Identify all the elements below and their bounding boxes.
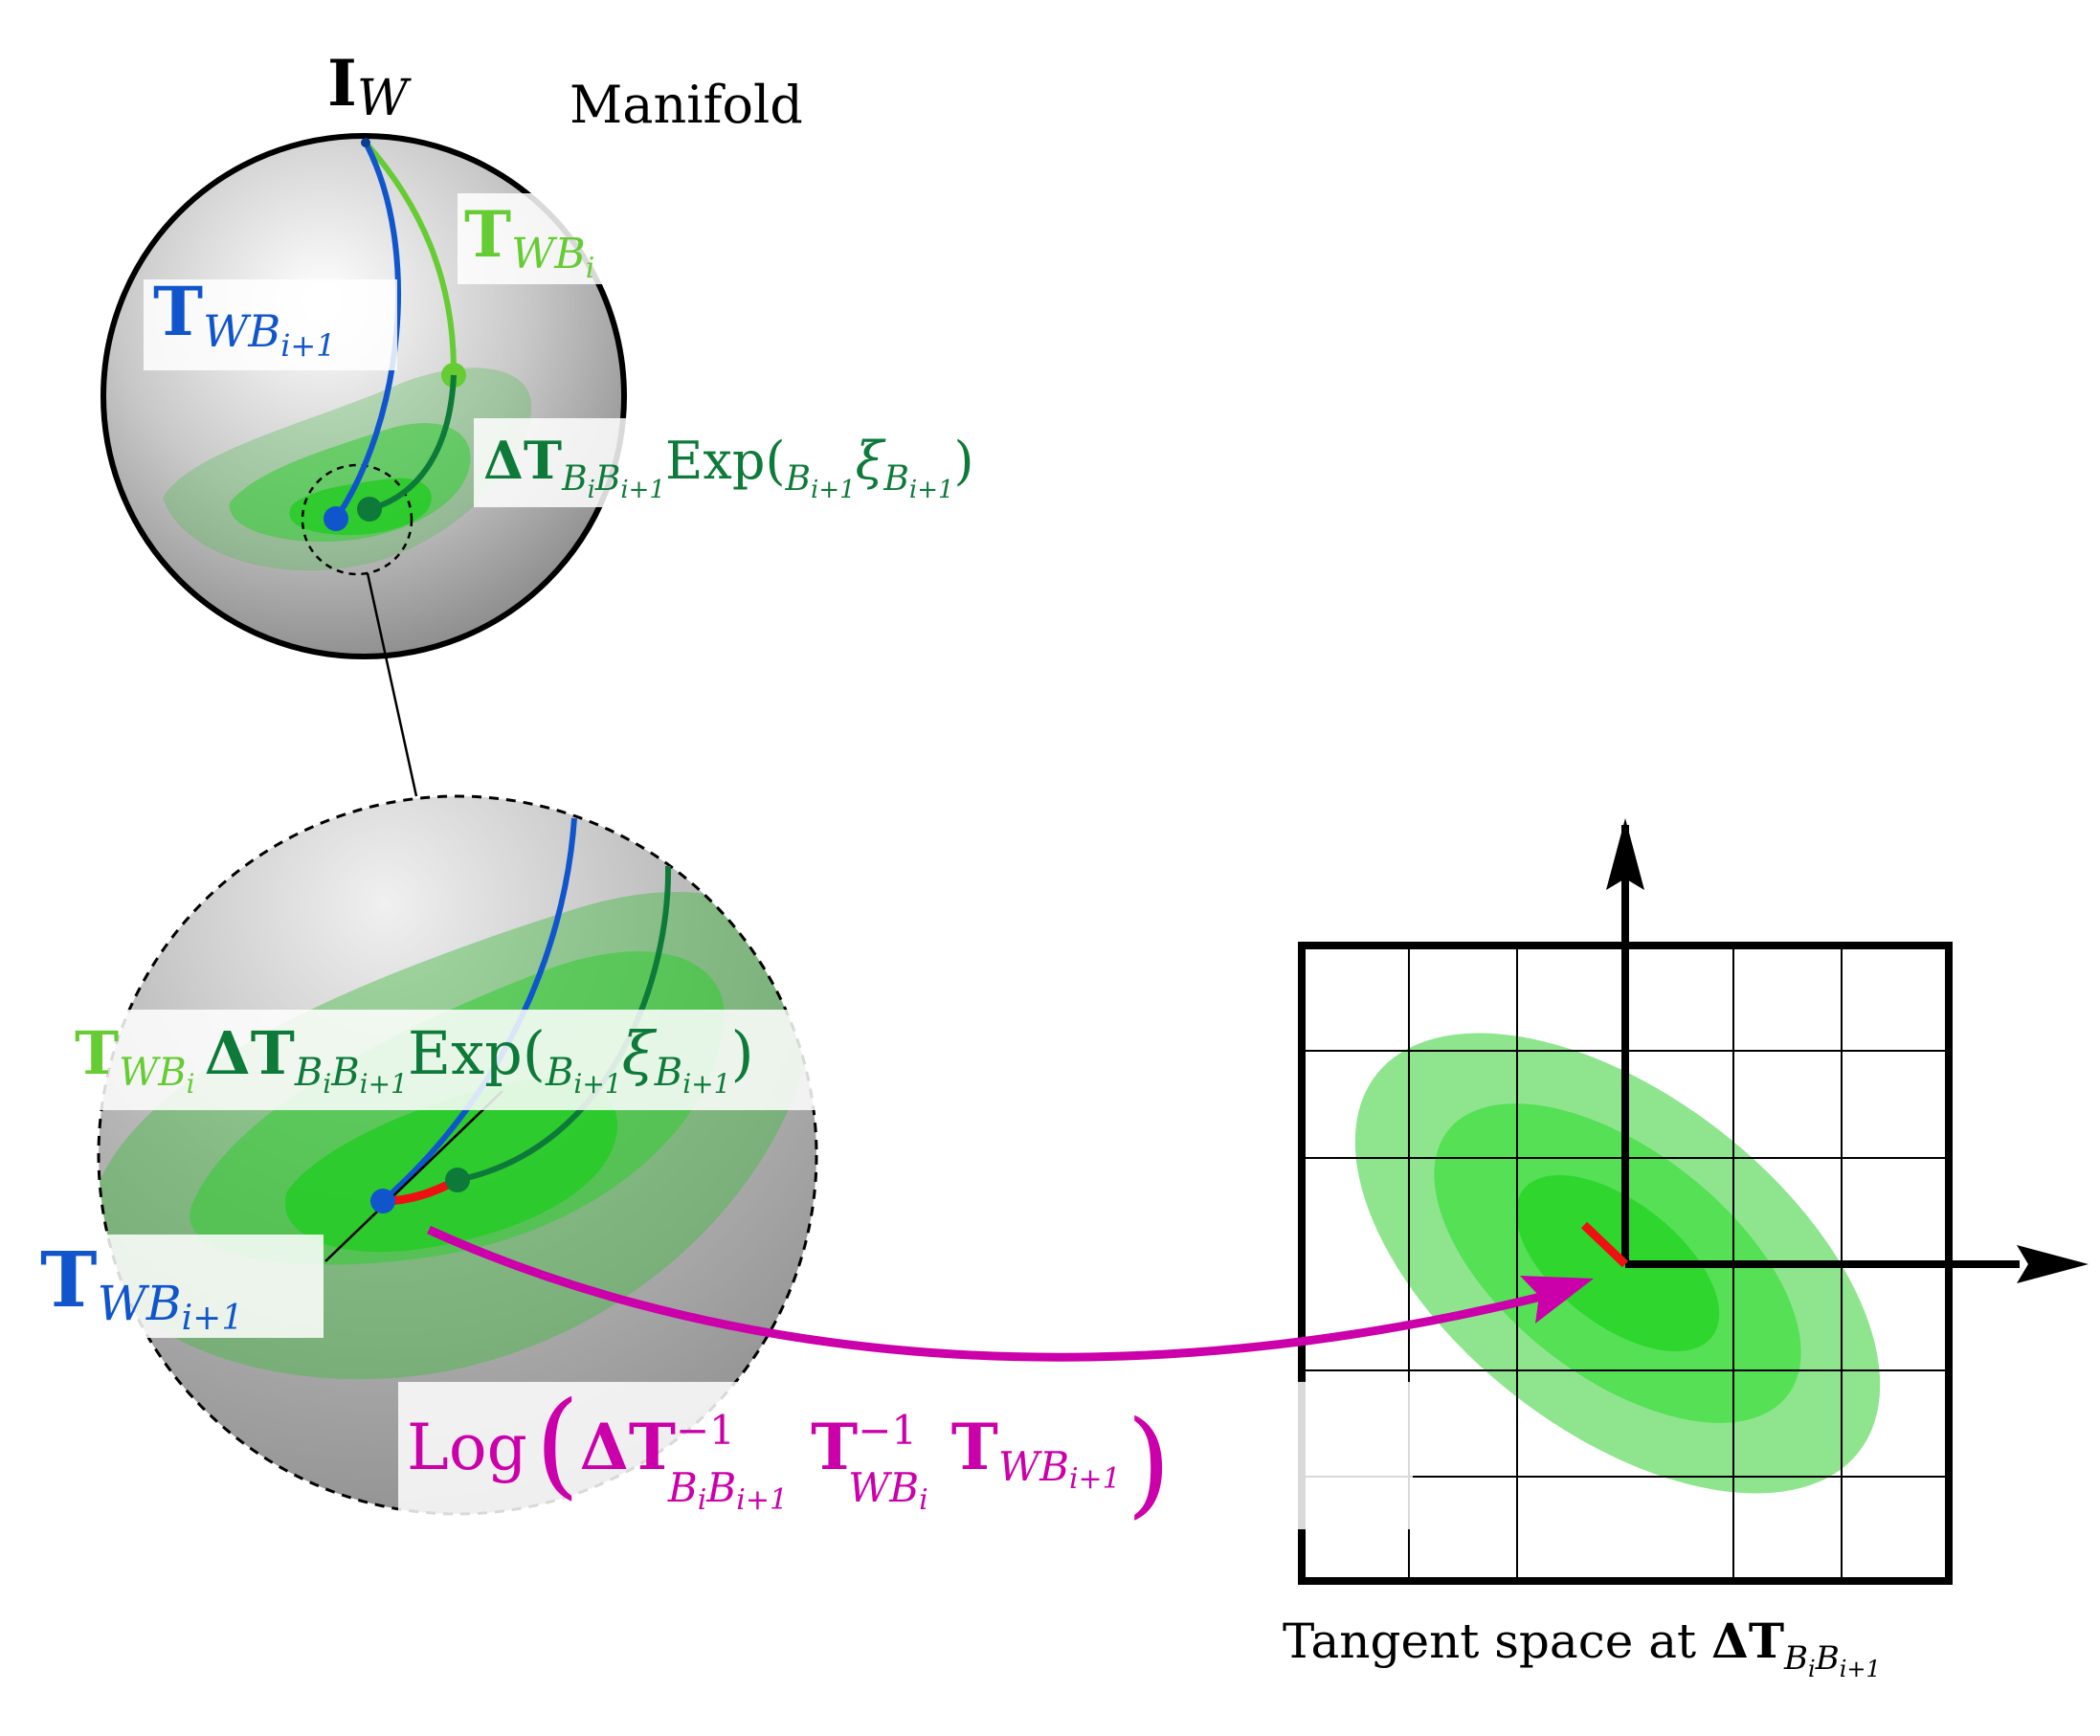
label-tangent-space: Tangent space at ΔTBiBi+1 [1283, 1613, 1881, 1682]
zoom-region-circle [301, 463, 413, 576]
label-composed: TWBi ΔTBiBi+1Exp(Bi+1ξBi+1) [75, 1018, 754, 1100]
manifold-label: Manifold [570, 75, 803, 135]
label-log: Log(ΔT−1 BiBi+1T−1 WBiTWBi+1) [407, 1378, 1172, 1530]
sphere-outline [101, 133, 627, 659]
log-map-arrowhead [1520, 1276, 1594, 1324]
t-wbi-curve [363, 141, 458, 376]
y-axis-arrowhead [1606, 818, 1644, 890]
label-t-wbi1-zoom: TWBi+1 [40, 1235, 243, 1338]
label-bg-composed [69, 1010, 1045, 1110]
identity-point [361, 138, 370, 147]
delta-exp-point [357, 497, 382, 522]
label-bg-t-wbi1-zoom [38, 1235, 324, 1338]
label-t-wbi: TWBi [464, 197, 594, 285]
label-bg-delta-exp [474, 418, 1163, 507]
label-bg-t-wbi [458, 193, 659, 284]
delta-exp-point-zoom [445, 1168, 470, 1192]
x-axis-arrowhead [2017, 1245, 2089, 1283]
tangent-uncertainty-ellipses [1354, 1033, 1881, 1494]
delta-exp-curve [369, 374, 457, 512]
label-bg-t-wbi1 [144, 279, 397, 370]
tangent-error-vector [1580, 1221, 1629, 1268]
log-map-arrow [427, 1225, 1543, 1362]
label-t-wbi1: TWBi+1 [153, 272, 336, 364]
tangent-space [1298, 818, 2089, 1585]
t-wbi1-point-zoom [370, 1189, 395, 1213]
label-delta-exp: ΔTBiBi+1Exp(Bi+1ξBi+1) [483, 430, 974, 504]
identity-label: IW [327, 46, 412, 127]
t-wbi1-point [324, 506, 348, 531]
label-bg-log [398, 1382, 1413, 1529]
zoom-connector-line [366, 572, 418, 797]
tangent-line-zoom [324, 1090, 503, 1262]
zoom-sphere-outline [97, 794, 818, 1516]
